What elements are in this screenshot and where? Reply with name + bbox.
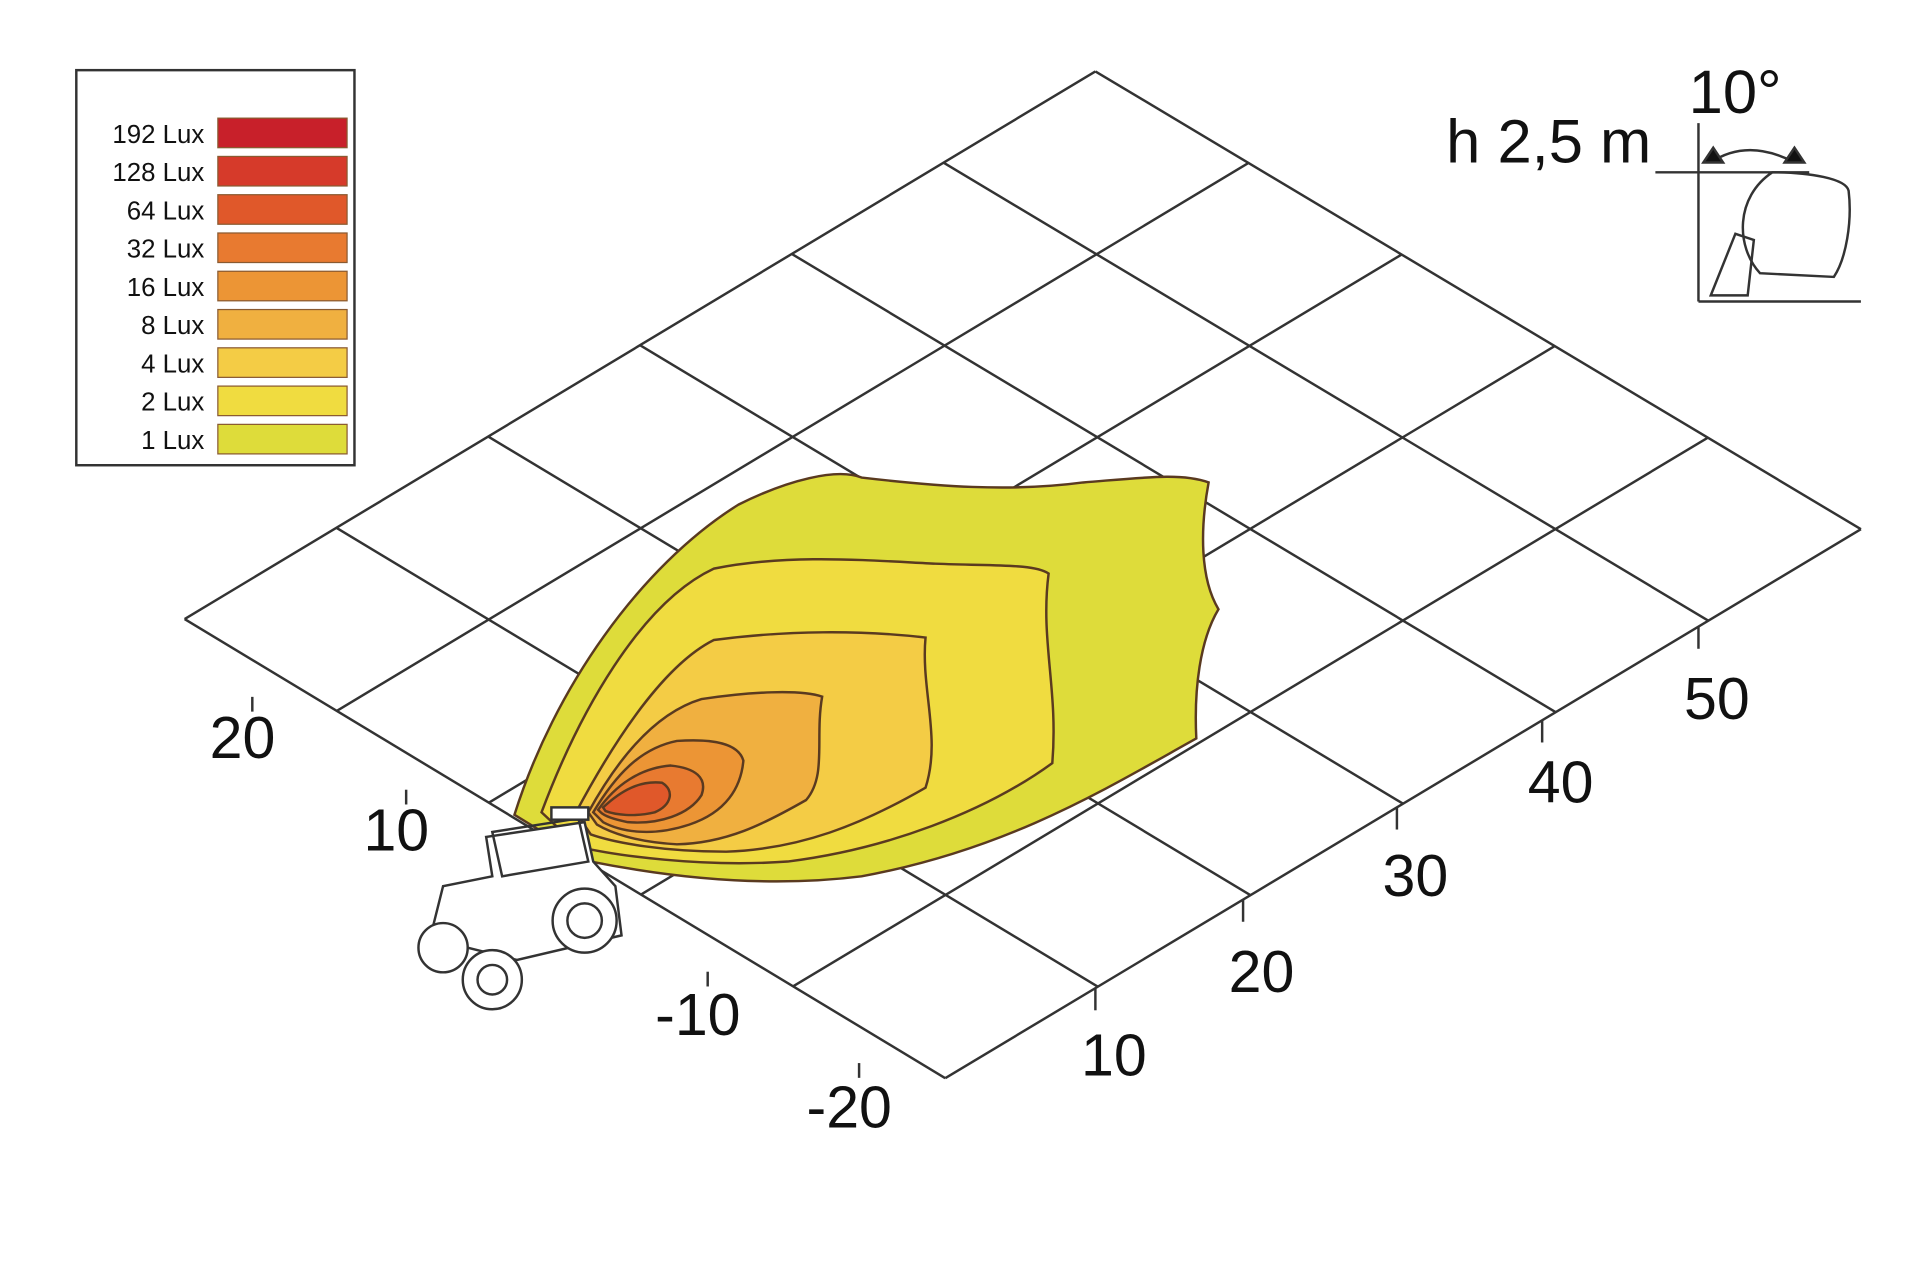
tractor — [417, 806, 623, 1011]
legend-label: 64 Lux — [127, 197, 205, 225]
legend-label: 192 Lux — [112, 121, 204, 149]
legend-label: 32 Lux — [127, 236, 205, 264]
legend-label: 8 Lux — [141, 312, 204, 340]
legend-label: 2 Lux — [141, 389, 204, 417]
isolux-contours — [512, 472, 1220, 883]
legend-swatch — [217, 308, 348, 340]
legend-swatch — [217, 423, 348, 455]
axis-labels: 20 10 -10 -20 10 20 30 40 50 — [210, 626, 1750, 1140]
right-axis-label: 20 — [1229, 939, 1295, 1005]
legend-swatch — [217, 155, 348, 187]
left-axis-label: -10 — [655, 982, 740, 1048]
legend-label: 16 Lux — [127, 274, 205, 302]
legend-swatch — [217, 117, 348, 149]
mount-icon — [1655, 123, 1861, 303]
right-axis-label: 40 — [1528, 749, 1594, 815]
legend-swatch — [217, 385, 348, 417]
legend-swatch — [217, 232, 348, 264]
legend-label: 128 Lux — [112, 159, 204, 187]
legend: 192 Lux 128 Lux 64 Lux 32 Lux 16 Lux 8 Lux 4 L… — [75, 68, 356, 467]
right-axis-label: 10 — [1081, 1023, 1147, 1089]
left-axis-label: 20 — [210, 705, 276, 771]
left-axis-label: -20 — [807, 1074, 892, 1140]
legend-swatch — [217, 194, 348, 225]
grid-line — [1094, 70, 1862, 531]
legend-swatch — [217, 347, 348, 378]
right-axis-label: 50 — [1684, 666, 1750, 732]
mount-height-label: h 2,5 m — [1446, 107, 1651, 176]
legend-swatch — [217, 270, 348, 302]
grid-line — [942, 161, 1709, 622]
contour-64-lux — [601, 781, 671, 817]
right-axis-label: 30 — [1383, 843, 1449, 909]
mount-angle-label: 10° — [1689, 58, 1782, 127]
legend-label: 4 Lux — [141, 350, 204, 378]
left-axis-label: 10 — [363, 797, 429, 863]
legend-label: 1 Lux — [141, 427, 204, 455]
